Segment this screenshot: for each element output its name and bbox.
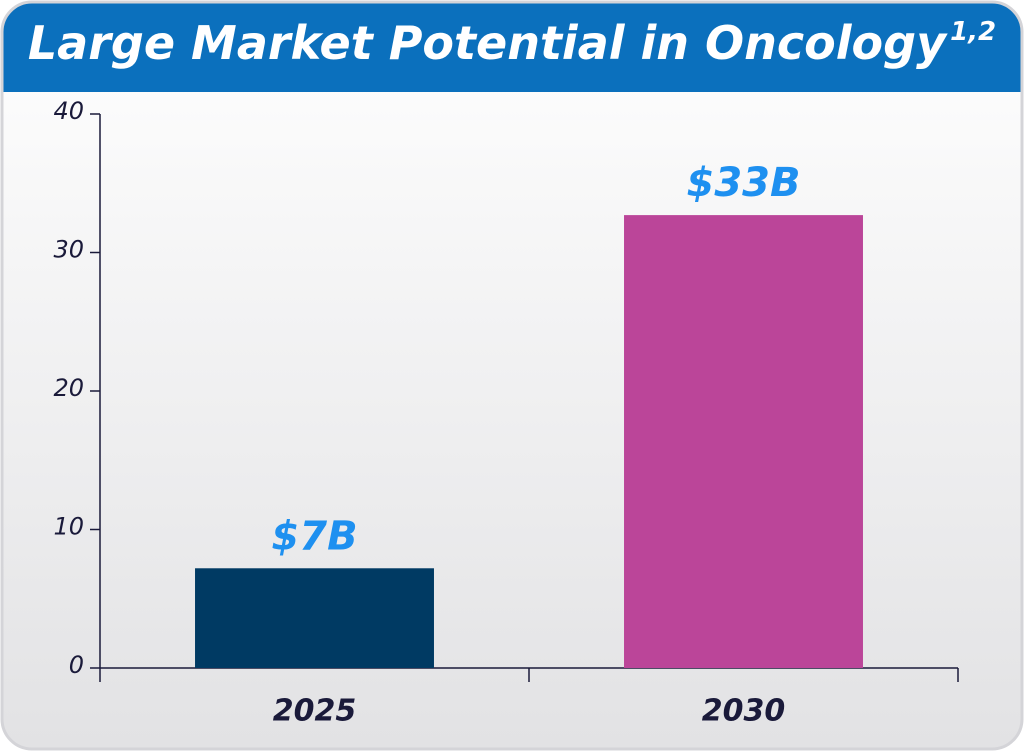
header-band [2,2,1022,92]
value-label: $33B [687,160,801,206]
value-label: $7B [271,513,357,559]
y-tick-label: 20 [53,374,84,402]
x-tick-label: 2025 [273,694,357,729]
y-tick-label: 30 [53,236,84,264]
y-tick-label: 10 [53,513,84,541]
bar [195,568,434,668]
y-tick-label: 40 [53,97,84,125]
bar [624,215,863,669]
x-tick-label: 2030 [702,694,786,729]
y-tick-label: 0 [69,651,84,679]
title-text: Large Market Potential in Oncology [28,16,948,70]
chart-title: Large Market Potential in Oncology 1,2 [28,16,996,70]
title-superscript: 1,2 [950,17,996,47]
